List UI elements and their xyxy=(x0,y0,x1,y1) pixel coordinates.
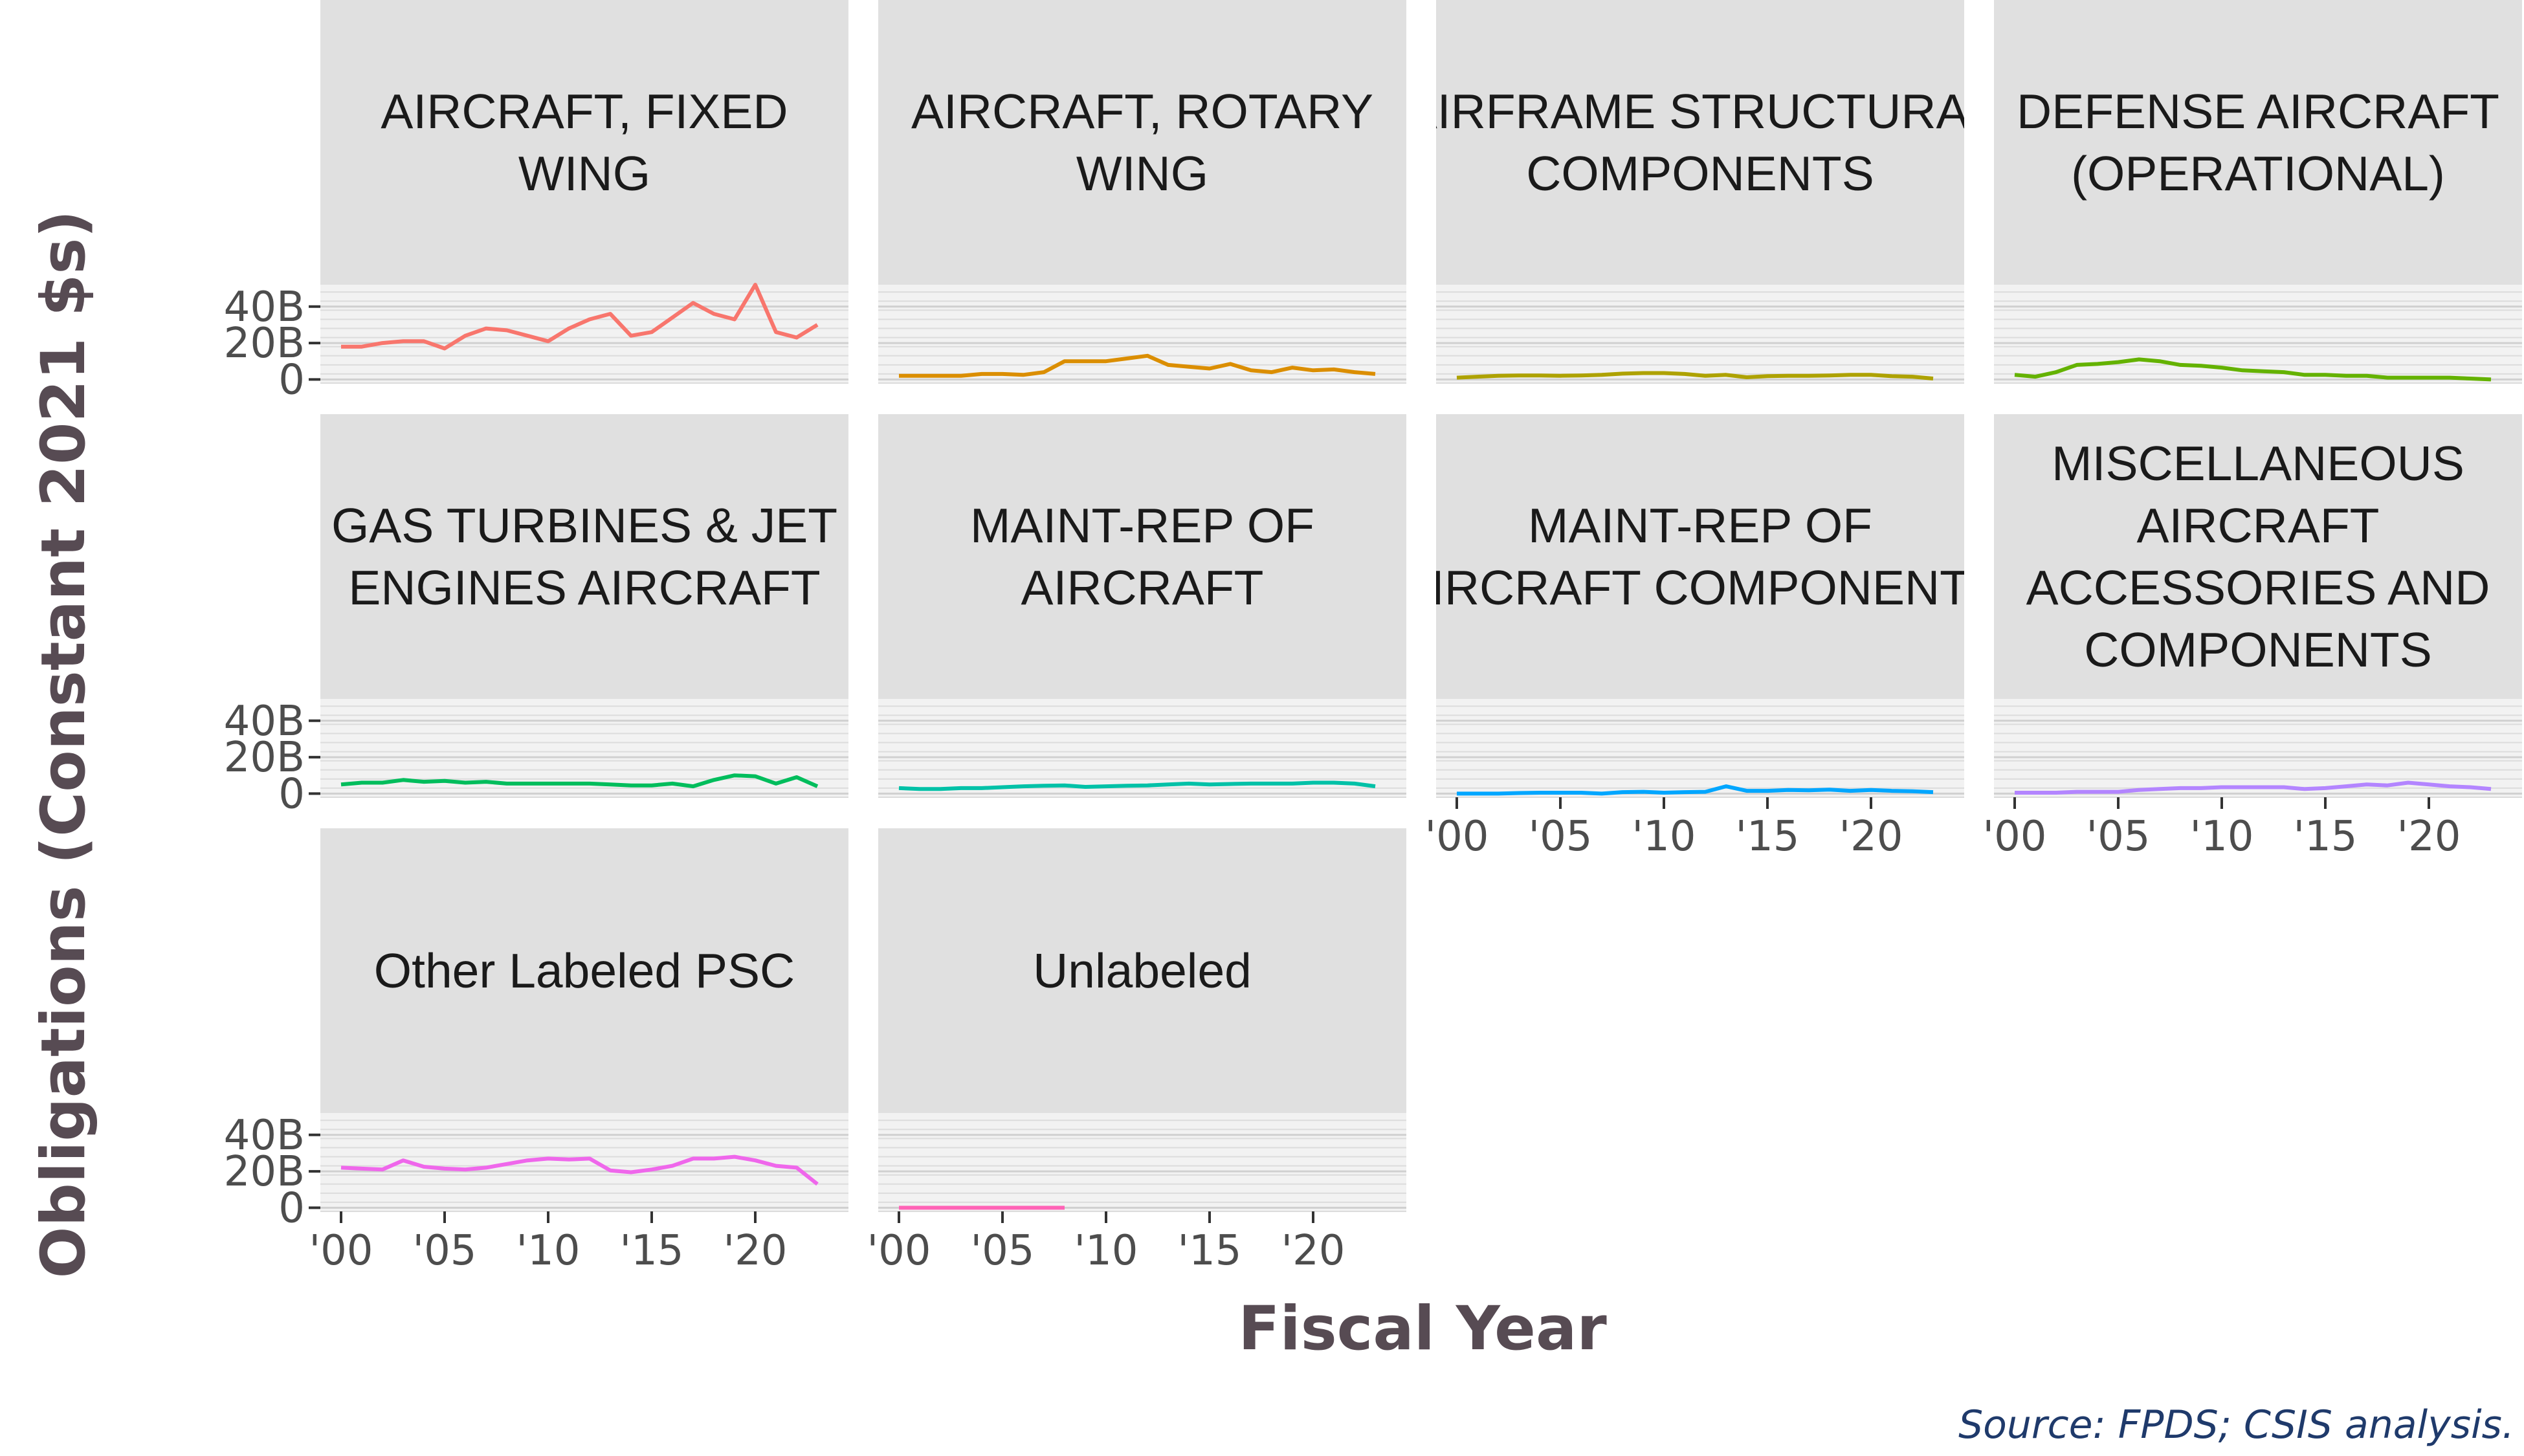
x-tick-label: '15 xyxy=(619,1227,683,1275)
facet-strip xyxy=(320,414,848,699)
facet-strip xyxy=(1994,414,2522,699)
x-tick-label: '20 xyxy=(723,1227,787,1275)
y-tick-label: 20B xyxy=(224,320,305,368)
facet-panel: GAS TURBINES & JET ENGINES AIRCRAFT xyxy=(320,414,848,798)
x-tick-label: '05 xyxy=(2086,813,2150,861)
facet-strip xyxy=(1436,0,1964,285)
facet-strip xyxy=(320,828,848,1113)
facet-panel: AIRCRAFT, ROTARY WING xyxy=(878,0,1406,384)
y-tick-label: 40B xyxy=(224,698,305,745)
plot-background xyxy=(1436,699,1964,797)
y-axis-title: Obligations (Constant 2021 $s) xyxy=(28,210,99,1279)
x-tick-label: '00 xyxy=(309,1227,373,1275)
axes: 020B40B020B40B'00'05'10'15'20'00'05'10'1… xyxy=(224,283,2461,1275)
plot-background xyxy=(878,1113,1406,1211)
series-line xyxy=(898,780,1376,791)
plot-background xyxy=(1994,699,2522,797)
series-line xyxy=(341,283,819,351)
x-axis-title: Fiscal Year xyxy=(1238,1294,1607,1364)
series-line xyxy=(2015,780,2492,795)
plot-background xyxy=(1994,285,2522,383)
facet-panel: AIRFRAME STRUCTURAL COMPONENTS xyxy=(1405,0,1996,384)
facet-panel: MISCELLANEOUS AIRCRAFT ACCESSORIES AND COMP… xyxy=(1994,414,2522,798)
facet-label: AIRCRAFT, FIXED xyxy=(381,84,788,138)
facet-panel: Other Labeled PSC xyxy=(320,828,848,1212)
facet-panel: Unlabeled xyxy=(878,828,1406,1212)
facet-panel: DEFENSE AIRCRAFT (OPERATIONAL) xyxy=(1994,0,2522,384)
y-tick-label: 40B xyxy=(224,1112,305,1160)
series-line xyxy=(2014,357,2492,382)
y-tick-label: 0 xyxy=(278,1184,305,1232)
facet-label: AIRCRAFT xyxy=(1021,560,1264,615)
facet-label: Other Labeled PSC xyxy=(374,943,795,998)
y-tick-label: 40B xyxy=(224,283,305,331)
facet-panel: MAINT-REP OF AIRCRAFT xyxy=(878,414,1406,798)
y-tick-label: 0 xyxy=(278,356,305,404)
facet-label: (OPERATIONAL) xyxy=(2071,146,2445,201)
x-tick-label: '10 xyxy=(1632,813,1696,861)
facet-label: MISCELLANEOUS xyxy=(2052,436,2464,491)
plot-background xyxy=(1436,285,1964,383)
x-tick-label: '05 xyxy=(1528,813,1592,861)
y-tick-label: 20B xyxy=(224,734,305,782)
x-tick-label: '10 xyxy=(516,1227,580,1275)
facet-label: COMPONENTS xyxy=(2084,623,2432,677)
source-caption: Source: FPDS; CSIS analysis. xyxy=(1958,1402,2514,1448)
x-tick-label: '20 xyxy=(2397,813,2461,861)
facet-label: ACCESSORIES AND xyxy=(2026,560,2490,615)
facet-strip xyxy=(1436,414,1964,699)
x-tick-label: '00 xyxy=(1424,813,1489,861)
x-tick-label: '10 xyxy=(1074,1227,1138,1275)
series-line xyxy=(340,1154,819,1186)
facet-panel: MAINT-REP OF AIRCRAFT COMPONENTS xyxy=(1399,414,2002,798)
x-tick-label: '15 xyxy=(2293,813,2357,861)
series-line xyxy=(1457,784,1934,796)
facet-panel: AIRCRAFT, FIXED WING xyxy=(320,0,848,384)
facet-strip xyxy=(878,828,1406,1113)
facet-label: COMPONENTS xyxy=(1526,146,1874,201)
facet-label: WING xyxy=(518,146,650,201)
x-tick-label: '05 xyxy=(412,1227,476,1275)
x-tick-label: '15 xyxy=(1177,1227,1241,1275)
facet-strip xyxy=(1994,0,2522,285)
facet-strip xyxy=(878,414,1406,699)
facet-label: Unlabeled xyxy=(1033,943,1252,998)
facet-strip xyxy=(320,0,848,285)
series-line xyxy=(899,353,1376,378)
series-line xyxy=(340,773,819,789)
x-tick-label: '20 xyxy=(1839,813,1903,861)
facet-label: MAINT-REP OF xyxy=(970,498,1314,553)
x-tick-label: '15 xyxy=(1735,813,1799,861)
facet-label: DEFENSE AIRCRAFT xyxy=(2017,84,2499,138)
facet-label: AIRCRAFT xyxy=(2137,498,2380,553)
x-tick-label: '00 xyxy=(867,1227,931,1275)
facet-label: AIRCRAFT, ROTARY xyxy=(911,84,1373,138)
facet-label: AIRFRAME STRUCTURAL xyxy=(1405,84,1996,138)
facet-label: GAS TURBINES & JET xyxy=(331,498,837,553)
plot-background xyxy=(320,285,848,383)
x-tick-label: '10 xyxy=(2189,813,2253,861)
facet-label: WING xyxy=(1076,146,1208,201)
y-tick-label: 0 xyxy=(278,770,305,818)
facet-strip xyxy=(878,0,1406,285)
x-tick-label: '05 xyxy=(970,1227,1034,1275)
y-tick-label: 20B xyxy=(224,1148,305,1196)
facet-label: ENGINES AIRCRAFT xyxy=(348,560,820,615)
x-tick-label: '20 xyxy=(1281,1227,1345,1275)
facet-label: MAINT-REP OF xyxy=(1528,498,1872,553)
facet-label: AIRCRAFT COMPONENTS xyxy=(1399,560,2002,615)
x-tick-label: '00 xyxy=(1982,813,2046,861)
series-line xyxy=(1456,371,1934,381)
